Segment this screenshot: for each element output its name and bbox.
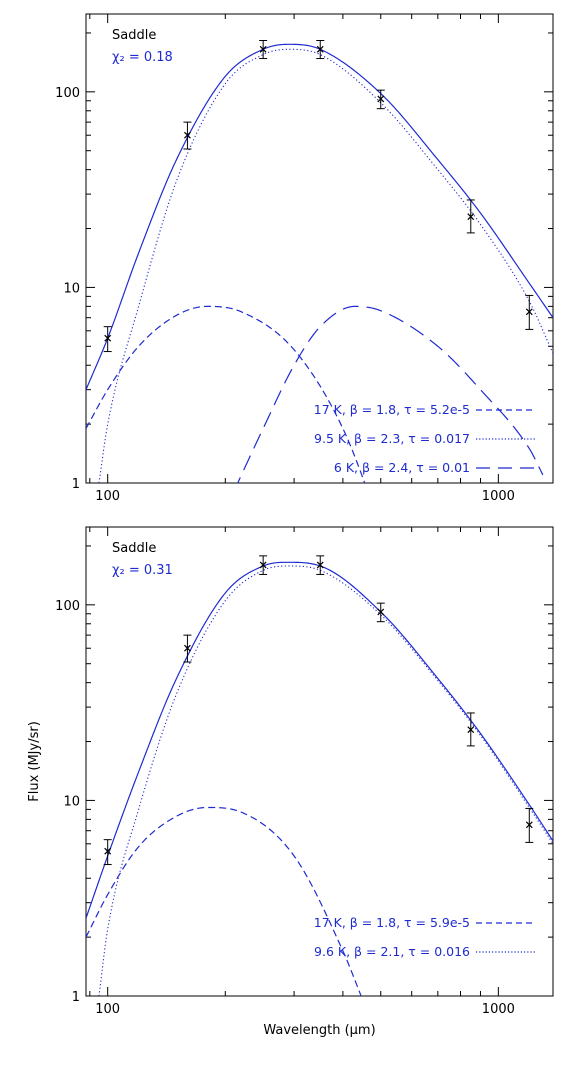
chart-panel-1: 100 1000 1 10 100 Saddle χ₂ = 0.18 17 K, β = 1.… <box>55 13 554 504</box>
chart-panel-2: 100 1000 1 10 100 Saddle χ₂ = 0.31 17 K, β = 1.… <box>27 526 554 1038</box>
x-tick-label: 100 <box>95 1002 120 1017</box>
series-dashed-curve <box>86 806 362 996</box>
plot-frame <box>85 13 554 484</box>
panel-title: Saddle <box>112 28 156 43</box>
data-point <box>259 39 268 60</box>
data-marker <box>467 726 475 734</box>
legend-label: 6 K, β = 2.4, τ = 0.01 <box>334 460 470 475</box>
data-marker <box>184 131 191 139</box>
data-marker <box>377 95 385 103</box>
data-marker <box>259 45 267 53</box>
y-tick-label: 10 <box>63 794 80 809</box>
data-point <box>103 839 112 866</box>
model-curves <box>86 43 553 483</box>
data-point <box>376 89 385 110</box>
legend-label: 17 K, β = 1.8, τ = 5.2e-5 <box>314 402 470 417</box>
data-marker <box>316 561 324 569</box>
legend-label: 17 K, β = 1.8, τ = 5.9e-5 <box>314 915 470 930</box>
data-point <box>316 39 325 60</box>
y-tick-label: 1 <box>72 477 80 492</box>
data-point <box>466 199 475 234</box>
data-point <box>466 712 475 747</box>
legend-label: 9.5 K, β = 2.3, τ = 0.017 <box>314 431 470 446</box>
data-point <box>525 294 534 330</box>
data-marker <box>377 608 385 616</box>
y-tick-label: 10 <box>63 281 80 296</box>
plot-frame <box>85 526 554 997</box>
model-curves <box>86 561 553 996</box>
chi-square-label: χ₂ = 0.18 <box>112 50 173 65</box>
legend-label: 9.6 K, β = 2.1, τ = 0.016 <box>314 944 470 959</box>
data-point <box>183 121 192 150</box>
data-marker <box>104 334 112 342</box>
series-dashed-curve <box>86 305 366 483</box>
x-tick-label: 1000 <box>482 489 515 504</box>
series-solid-curve <box>86 561 553 919</box>
data-marker <box>525 821 533 829</box>
data-marker <box>467 213 475 221</box>
data-marker <box>525 308 533 316</box>
y-tick-label: 100 <box>55 599 80 614</box>
x-tick-label: 1000 <box>482 1002 515 1017</box>
data-marker <box>184 644 191 652</box>
data-point <box>316 555 325 575</box>
y-tick-label: 1 <box>72 990 80 1005</box>
data-point <box>183 634 192 663</box>
data-marker <box>104 847 112 855</box>
data-point <box>259 555 268 575</box>
series-long-dashed-curve <box>237 305 544 483</box>
data-point <box>376 602 385 623</box>
data-point <box>103 326 112 353</box>
y-tick-label: 100 <box>55 86 80 101</box>
data-marker <box>316 45 324 53</box>
series-solid-curve <box>86 43 553 390</box>
data-marker <box>259 561 267 569</box>
series-dotted-curve <box>98 565 553 996</box>
chi-square-label: χ₂ = 0.31 <box>112 563 173 578</box>
series-dotted-curve <box>98 48 553 483</box>
panel-title: Saddle <box>112 541 156 556</box>
x-axis-title: Wavelength (μm) <box>263 1023 375 1038</box>
data-point <box>525 807 534 843</box>
y-axis-title: Flux (MJy/sr) <box>27 721 42 802</box>
x-tick-label: 100 <box>95 489 120 504</box>
